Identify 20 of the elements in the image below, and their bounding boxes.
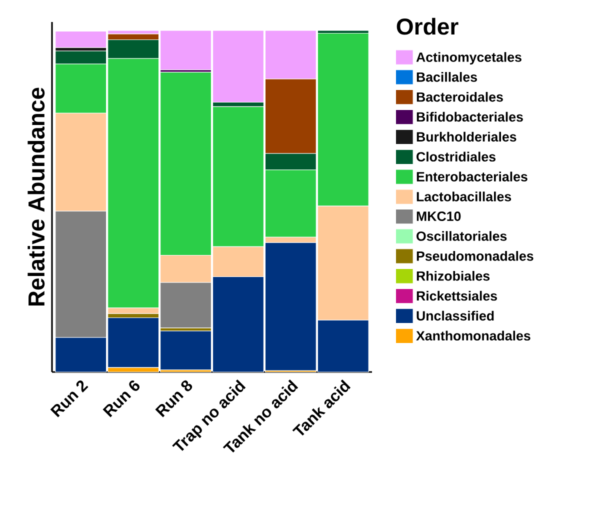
legend-label: Rhizobiales xyxy=(416,270,490,281)
legend-label: Lactobacillales xyxy=(416,192,512,202)
legend-label: Bacteroidales xyxy=(416,92,503,102)
legend-label: Pseudomonadales xyxy=(416,251,534,261)
legend-label: Bacillales xyxy=(416,72,477,82)
x-tick-label: Run 6 xyxy=(102,380,140,418)
legend-label: Unclassified xyxy=(416,310,494,321)
legend-label: Actinomycetales xyxy=(416,52,522,65)
legend-label: Rickettsiales xyxy=(416,290,497,301)
x-tick-label: Run 8 xyxy=(155,380,192,418)
legend-label: Burkholderiales xyxy=(416,132,516,142)
legend-label: MKC10 xyxy=(416,212,461,221)
legend-label: Clostridiales xyxy=(416,152,496,162)
legend-label: Enterobacteriales xyxy=(416,172,528,182)
x-tick-label: Run 2 xyxy=(50,380,88,418)
legend-label: Bifidobacteriales xyxy=(416,112,523,122)
legend-label: Xanthomonadales xyxy=(416,330,530,341)
y-axis-title: Relative Abundance xyxy=(28,88,45,306)
legend-title: Order xyxy=(396,18,458,35)
legend-label: Oscillatoriales xyxy=(416,231,507,241)
